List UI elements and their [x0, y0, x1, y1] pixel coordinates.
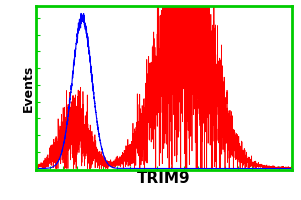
X-axis label: TRIM9: TRIM9 — [137, 171, 191, 186]
Y-axis label: Events: Events — [22, 64, 35, 112]
